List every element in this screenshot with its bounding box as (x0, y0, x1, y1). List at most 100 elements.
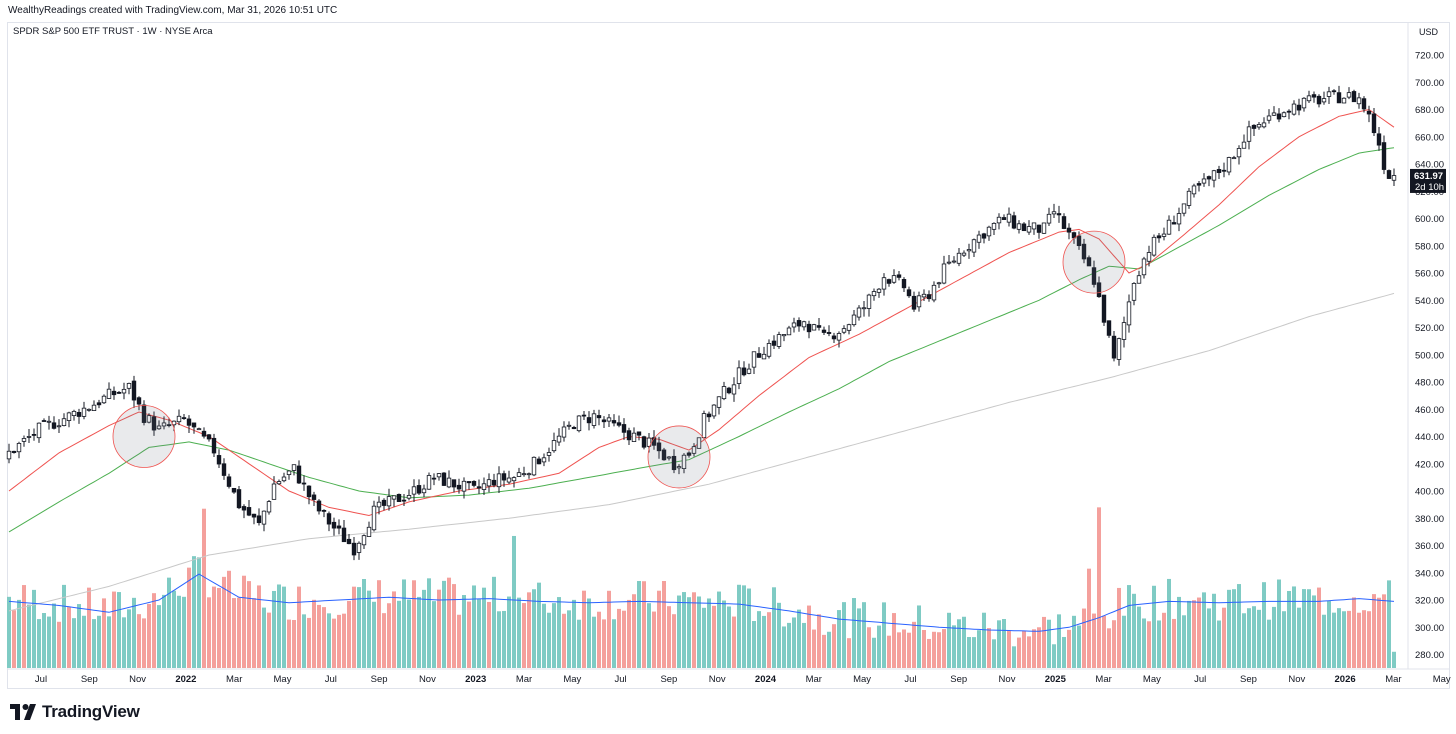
price-tick-label: 680.00 (1415, 105, 1444, 116)
volume-bar (107, 616, 111, 668)
candle-body (11, 450, 17, 453)
tradingview-logo[interactable]: TradingView (10, 702, 140, 722)
volume-bar (552, 603, 556, 668)
candle (736, 360, 742, 390)
candle-body (1221, 169, 1227, 172)
time-tick-label: May (274, 674, 292, 685)
last-price-value: 631.97 (1414, 171, 1443, 182)
volume-bar (502, 610, 506, 668)
candle (1241, 134, 1247, 149)
volume-bar (137, 614, 141, 668)
candle (1326, 86, 1332, 104)
candle (936, 281, 942, 289)
volume-bar (1017, 637, 1021, 668)
time-axis: Jul Sep Nov 2022 Mar May Jul Sep Nov 2023 Mar May Ju… (7, 668, 1451, 685)
candle-body (911, 295, 917, 310)
candle (641, 435, 647, 450)
candle (1251, 124, 1257, 136)
time-tick-label: Sep (1240, 674, 1257, 685)
candle (601, 416, 607, 429)
candle-body (1036, 224, 1042, 233)
candle-body (71, 410, 77, 416)
candle (276, 479, 282, 485)
volume-bar (1122, 615, 1126, 668)
time-tick-label: Sep (81, 674, 98, 685)
candle-body (561, 426, 567, 438)
candle (1306, 90, 1312, 104)
volume-bar (1072, 615, 1076, 668)
volume-bar (1332, 612, 1336, 668)
candle (486, 473, 492, 493)
volume-bar (737, 584, 741, 668)
candle (391, 495, 397, 507)
candle-body (876, 288, 882, 293)
candle (1076, 231, 1082, 250)
candle (261, 510, 267, 532)
candle-body (31, 434, 37, 436)
volume-bar (362, 579, 366, 668)
candle-body (1246, 126, 1252, 142)
candle-body (1376, 133, 1382, 146)
candle (236, 485, 242, 510)
volume-bar (782, 626, 786, 668)
candle-body (891, 275, 897, 283)
volume-bar (517, 597, 521, 668)
volume-bar (42, 613, 46, 668)
volume-bar (757, 611, 761, 668)
candle (681, 453, 687, 474)
candle (266, 499, 272, 515)
volume-bar (807, 605, 811, 668)
volume-bar (52, 603, 56, 668)
volume-bar (612, 619, 616, 668)
volume-bar (1057, 614, 1061, 668)
volume-bar (697, 596, 701, 668)
candle (566, 421, 572, 430)
candle (686, 451, 692, 458)
candle (156, 420, 162, 430)
candle (406, 489, 412, 501)
candle-body (1311, 94, 1317, 98)
candle (111, 386, 117, 400)
candle (1171, 215, 1177, 225)
volume-bar (237, 597, 241, 668)
candle-body (326, 513, 332, 525)
candle (431, 473, 437, 486)
volume-bar (297, 586, 301, 668)
candle (771, 335, 777, 350)
highlight-circles (112, 230, 1126, 489)
candle (26, 429, 32, 443)
candle-body (266, 501, 272, 513)
price-tick-label: 600.00 (1415, 214, 1444, 225)
time-tick-label: Mar (1385, 674, 1401, 685)
candle (971, 238, 977, 258)
volume-bar (1282, 611, 1286, 668)
candle-body (1041, 222, 1047, 234)
candle (876, 287, 882, 298)
candle (671, 449, 677, 474)
candle (976, 230, 982, 249)
candle (556, 428, 562, 446)
volume-bar (1102, 615, 1106, 668)
candle-body (796, 320, 802, 327)
candle (1216, 165, 1222, 179)
volume-bar (972, 637, 976, 668)
volume-bar (1152, 585, 1156, 668)
candle-body (566, 424, 572, 427)
currency-label[interactable]: USD (1419, 27, 1439, 37)
candle (91, 400, 97, 411)
volume-bar (1387, 580, 1391, 668)
volume-bar (97, 615, 101, 668)
price-tick-label: 520.00 (1415, 323, 1444, 334)
candle (846, 323, 852, 335)
candle (506, 470, 512, 484)
volume-bar (657, 590, 661, 668)
volume-bar (437, 589, 441, 668)
volume-bar (862, 602, 866, 668)
volume-bar (1377, 597, 1381, 668)
volume-bar (797, 609, 801, 668)
volume-bar (27, 604, 31, 668)
price-tick-label: 280.00 (1415, 650, 1444, 661)
volume-bar (1247, 608, 1251, 668)
volume-bar (727, 606, 731, 668)
